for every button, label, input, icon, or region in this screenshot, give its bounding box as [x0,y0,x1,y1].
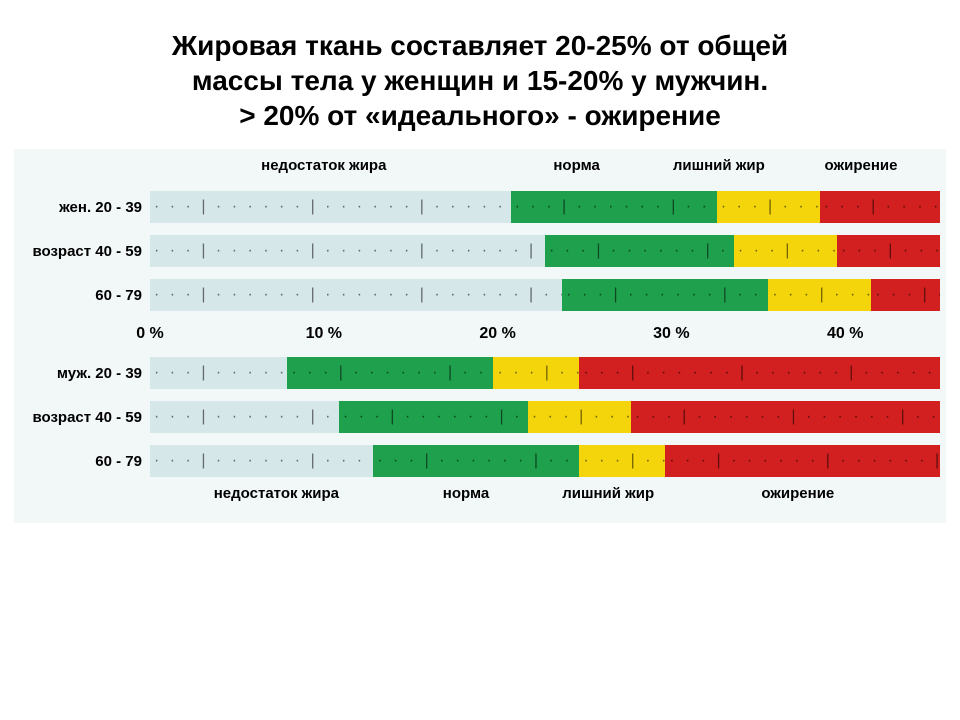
segment-normal: · · · | · · · · · · | · · · · · · | · · … [545,235,734,267]
segment-excess: · · · | · · · · · · | · · · · · · | · · … [734,235,837,267]
row-label: 60 - 79 [20,287,150,304]
legend-deficit: недостаток жира [214,485,339,502]
segment-normal: · · · | · · · · · · | · · · · · · | · · … [562,279,768,311]
men-group: муж. 20 - 39· · · | · · · · · · | · · · … [20,353,940,481]
segment-obese: · · · | · · · · · · | · · · [871,279,940,311]
chart-row: муж. 20 - 39· · · | · · · · · · | · · · … [20,353,940,393]
chart-area: недостаток жира норма лишний жир ожирени… [14,149,946,523]
legend-normal: норма [553,157,599,174]
row-label: возраст 40 - 59 [20,409,150,426]
chart-row: возраст 40 - 59· · · | · · · · · · | · ·… [20,397,940,437]
segment-normal: · · · | · · · · · · | · · · · · · | · · … [287,357,493,389]
segment-obese: · · · | · · · · · · | · · · · · · | · · … [631,401,940,433]
segment-normal: · · · | · · · · · · | · · · · · · | · · … [373,445,579,477]
bar-track: · · · | · · · · · · | · · · · · · | · · … [150,235,940,267]
bar-track: · · · | · · · · · · | · · · · · · | · · … [150,191,940,223]
axis-tick-label: 40 % [827,325,863,343]
legend-deficit: недостаток жира [261,157,386,174]
bar-track: · · · | · · · · · · | · · · · · · | · · … [150,445,940,477]
title-line-2: массы тела у женщин и 15-20% у мужчин. [192,65,768,96]
segment-deficit: · · · | · · · · · · | · · · · · · | · · … [150,445,373,477]
segment-excess: · · · | · · · · · · | · · · [579,445,665,477]
row-label: возраст 40 - 59 [20,243,150,260]
chart-row: 60 - 79· · · | · · · · · · | · · · · · ·… [20,441,940,481]
segment-obese: · · · | · · · · · · | · · · · · · | · · … [579,357,940,389]
axis-tick-label: 20 % [479,325,515,343]
segment-deficit: · · · | · · · · · · | · · · · · · | · · … [150,401,339,433]
axis-row: 0 % 10 % 20 % 30 % 40 % [20,319,940,353]
segment-deficit: · · · | · · · · · · | · · · · · · | · · … [150,279,562,311]
segment-excess: · · · | · · · · · · | · · · · · · | · · … [768,279,871,311]
legend-obese: ожирение [761,485,834,502]
row-label: жен. 20 - 39 [20,199,150,216]
segment-deficit: · · · | · · · · · · | · · · · · · | · · … [150,235,545,267]
legend-excess: лишний жир [673,157,765,174]
segment-excess: · · · | · · · · · · | · · · · · · | · · … [717,191,820,223]
chart-row: жен. 20 - 39· · · | · · · · · · | · · · … [20,187,940,227]
axis-tick-label: 10 % [306,325,342,343]
women-group: жен. 20 - 39· · · | · · · · · · | · · · … [20,187,940,315]
segment-obese: · · · | · · · · · · | · · · · · · | · · … [820,191,940,223]
segment-excess: · · · | · · · · · · | · · · [493,357,579,389]
row-label: 60 - 79 [20,453,150,470]
segment-obese: · · · | · · · · · · | · · · · · · | · · … [665,445,940,477]
segment-obese: · · · | · · · · · · | · · · · · · | · · … [837,235,940,267]
segment-excess: · · · | · · · · · · | · · · · · · | · · … [528,401,631,433]
page-title: Жировая ткань составляет 20-25% от общей… [0,0,960,149]
segment-normal: · · · | · · · · · · | · · · · · · | · · … [339,401,528,433]
bar-track: · · · | · · · · · · | · · · · · · | · · … [150,401,940,433]
row-label: муж. 20 - 39 [20,365,150,382]
axis-tick-label: 30 % [653,325,689,343]
legend-obese: ожирение [825,157,898,174]
title-line-3: > 20% от «идеального» - ожирение [239,100,721,131]
chart-row: возраст 40 - 59· · · | · · · · · · | · ·… [20,231,940,271]
chart-row: 60 - 79· · · | · · · · · · | · · · · · ·… [20,275,940,315]
segment-deficit: · · · | · · · · · · | · · · · · · | · · … [150,191,511,223]
axis-tick-label: 0 % [136,325,164,343]
bar-track: · · · | · · · · · · | · · · · · · | · · … [150,279,940,311]
title-line-1: Жировая ткань составляет 20-25% от общей [172,30,788,61]
legend-excess: лишний жир [562,485,654,502]
segment-deficit: · · · | · · · · · · | · · · · · · | · · … [150,357,287,389]
legend-normal: норма [443,485,489,502]
bar-track: · · · | · · · · · · | · · · · · · | · · … [150,357,940,389]
segment-normal: · · · | · · · · · · | · · · · · · | · · … [511,191,717,223]
legend-bottom: недостаток жира норма лишний жир ожирени… [20,485,940,515]
legend-top: недостаток жира норма лишний жир ожирени… [20,157,940,187]
